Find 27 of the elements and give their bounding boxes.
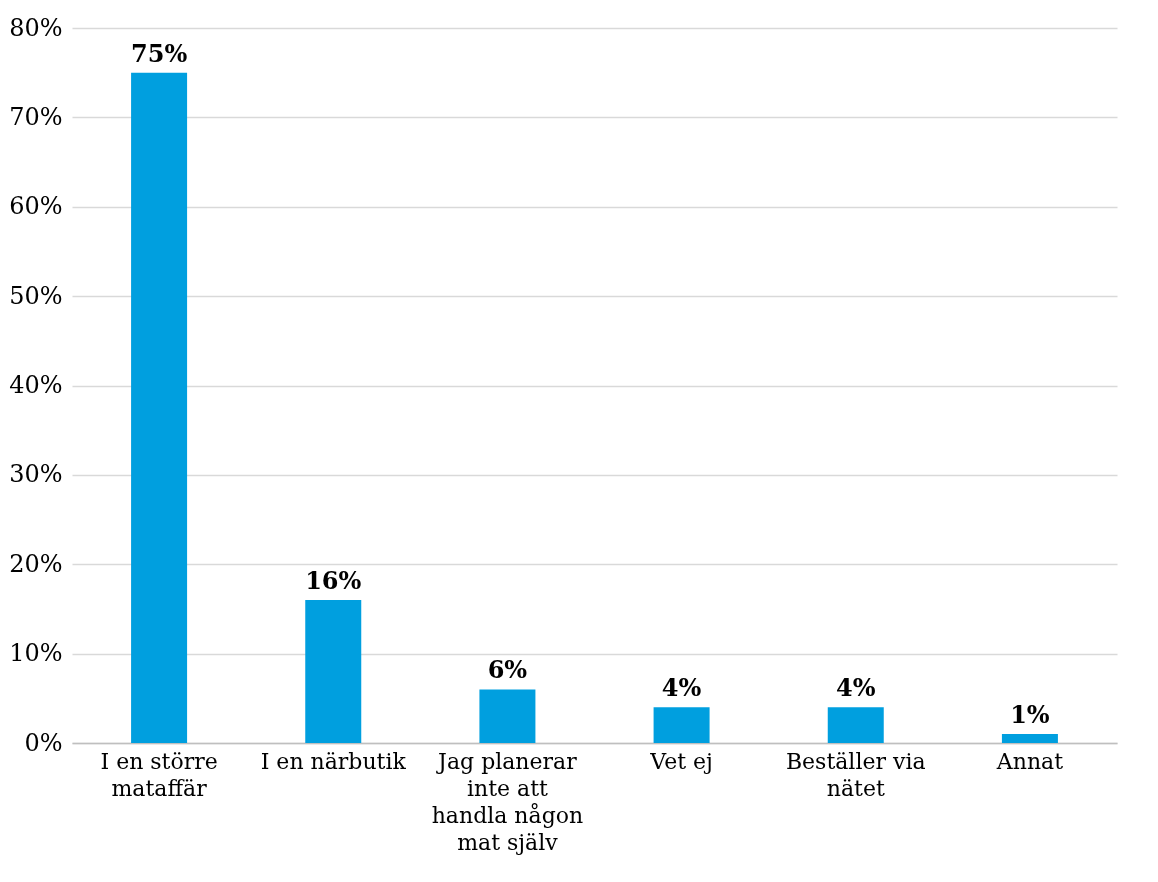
y-tick-label: 40% <box>9 371 63 399</box>
bar <box>827 707 884 743</box>
y-tick-label: 20% <box>9 549 63 578</box>
x-tick-label: Jag planerar inte att handla någon mat själv <box>431 748 584 855</box>
y-tick-label: 0% <box>24 728 63 757</box>
data-label: 1% <box>1010 700 1050 730</box>
y-tick-label: 80% <box>9 13 63 42</box>
data-label: 6% <box>487 655 528 685</box>
x-tick-label: I en större mataffär <box>100 748 218 801</box>
x-tick-label: Vet ej <box>649 748 713 774</box>
y-tick-label: 60% <box>9 192 63 221</box>
y-tick-label: 30% <box>9 460 63 489</box>
bar <box>131 72 188 743</box>
bar <box>653 707 710 743</box>
data-label: 75% <box>130 38 188 68</box>
data-label: 16% <box>305 566 362 595</box>
bar <box>479 689 536 743</box>
x-tick-label: Annat <box>995 748 1064 774</box>
y-tick-label: 70% <box>9 102 63 131</box>
y-tick-label: 50% <box>9 281 63 310</box>
x-tick-label: I en närbutik <box>260 748 407 774</box>
bar <box>1001 734 1058 743</box>
x-tick-label: Beställer via nätet <box>785 748 926 801</box>
data-label: 4% <box>835 673 876 703</box>
bar <box>305 600 362 743</box>
data-label: 4% <box>661 673 702 703</box>
y-tick-label: 10% <box>9 639 63 668</box>
